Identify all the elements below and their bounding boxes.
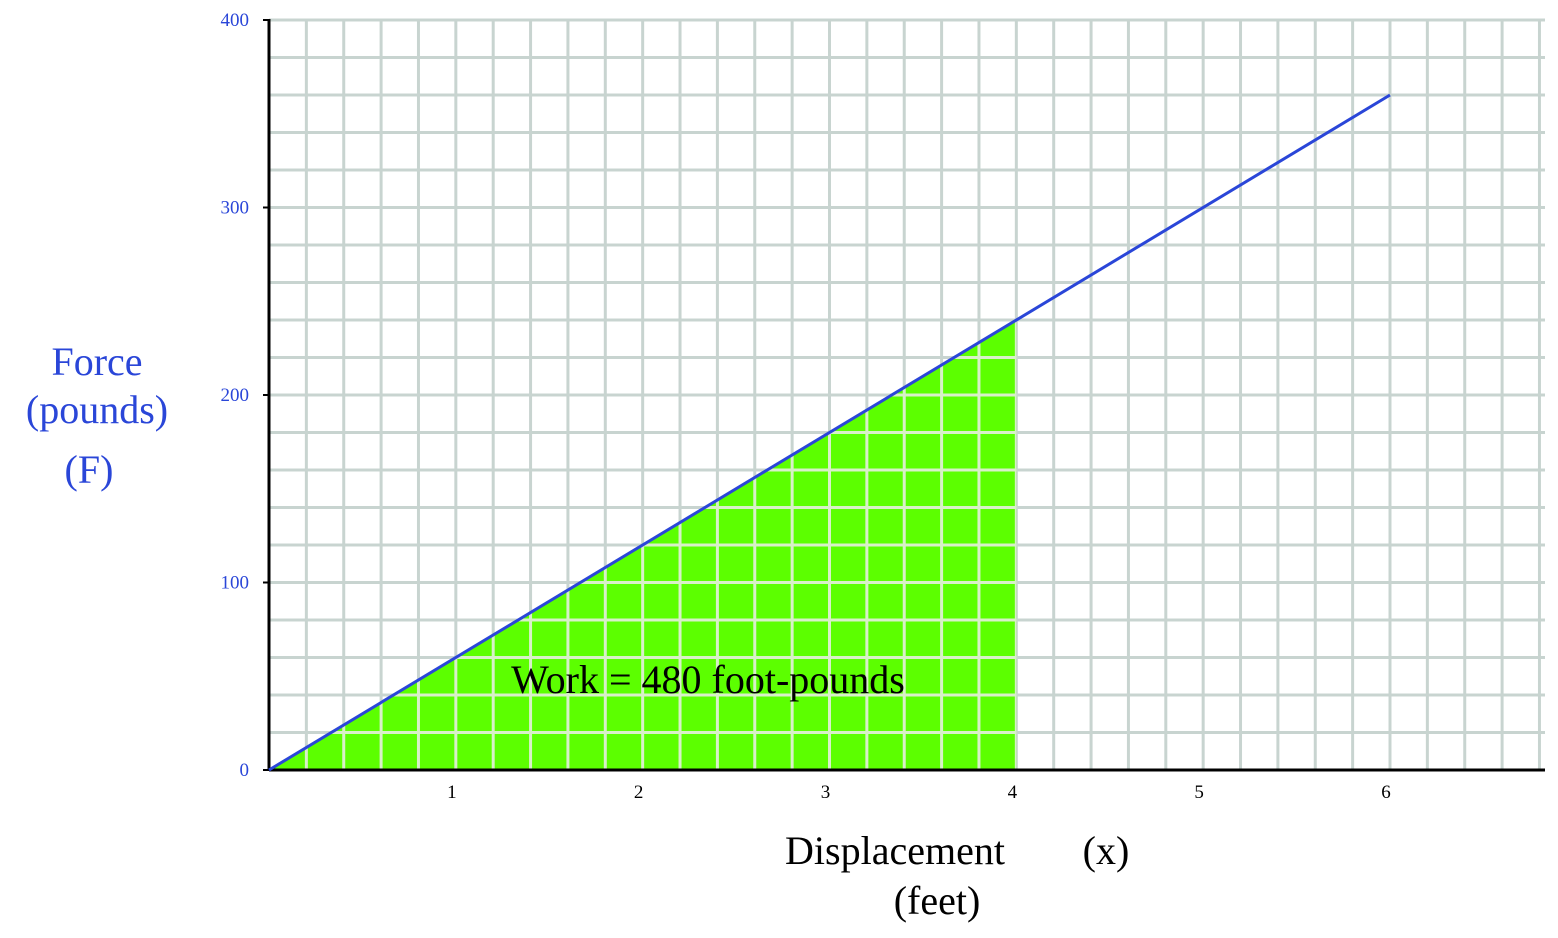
y-tick-labels: 0 100 200 300 400 [221, 10, 250, 781]
x-tick-label: 6 [1381, 782, 1391, 803]
force-line [268, 93, 1391, 772]
x-axis-label-text: Displacement [785, 828, 1005, 873]
work-annotation: Work = 480 foot-pounds [511, 657, 905, 702]
y-axis-label: Force (pounds) (F) [26, 339, 168, 492]
x-tick-label: 1 [447, 782, 457, 803]
x-tick-label: 3 [821, 782, 831, 803]
y-tick-label: 200 [221, 385, 250, 406]
x-tick-label: 2 [634, 782, 644, 803]
y-axis-label-line-1: Force [51, 339, 142, 384]
x-tick-label: 5 [1194, 782, 1204, 803]
x-axis-label-symbol: (x) [1083, 828, 1130, 873]
x-tick-labels: 1 2 3 4 5 6 [447, 782, 1391, 803]
y-tick-label: 0 [240, 760, 250, 781]
y-axis-label-line-3: (F) [65, 447, 114, 492]
y-tick-label: 100 [221, 573, 250, 594]
x-tick-label: 4 [1008, 782, 1018, 803]
y-tick-label: 300 [221, 198, 250, 219]
y-axis-label-line-2: (pounds) [26, 387, 168, 432]
y-tick-label: 400 [221, 10, 250, 31]
y-tick-marks [263, 19, 269, 771]
x-axis-label-unit: (feet) [894, 878, 981, 923]
x-axis-label: Displacement (x) (feet) [785, 828, 1129, 923]
